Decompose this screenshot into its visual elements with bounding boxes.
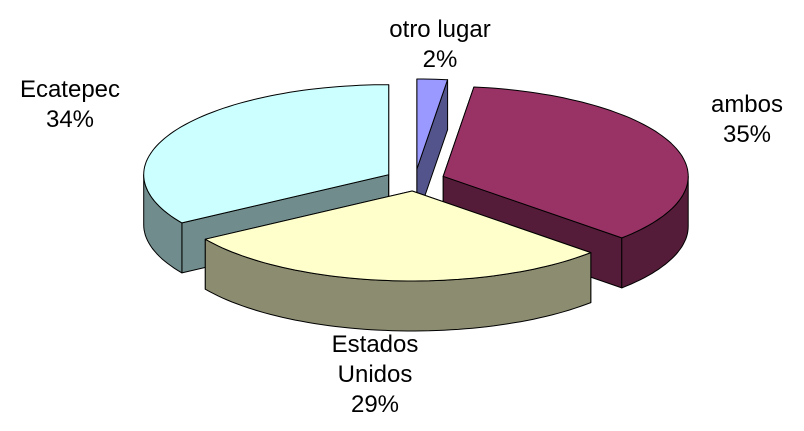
slice (204, 190, 592, 282)
category-label: Estados Unidos (331, 331, 419, 388)
slice (416, 78, 449, 170)
slice (143, 84, 390, 224)
data-label: otro lugar 2% (365, 15, 515, 75)
value-label: 2% (422, 46, 458, 73)
value-label: 29% (350, 391, 400, 418)
data-label: Estados Unidos 29% (320, 330, 430, 420)
data-label: ambos 35% (672, 90, 804, 150)
slice (442, 86, 689, 239)
value-label: 35% (722, 121, 772, 148)
category-label: otro lugar (389, 16, 491, 43)
category-label: ambos (710, 91, 784, 118)
value-label: 34% (45, 106, 95, 133)
data-label: Ecatepec 34% (0, 75, 145, 135)
category-label: Ecatepec (19, 76, 121, 103)
